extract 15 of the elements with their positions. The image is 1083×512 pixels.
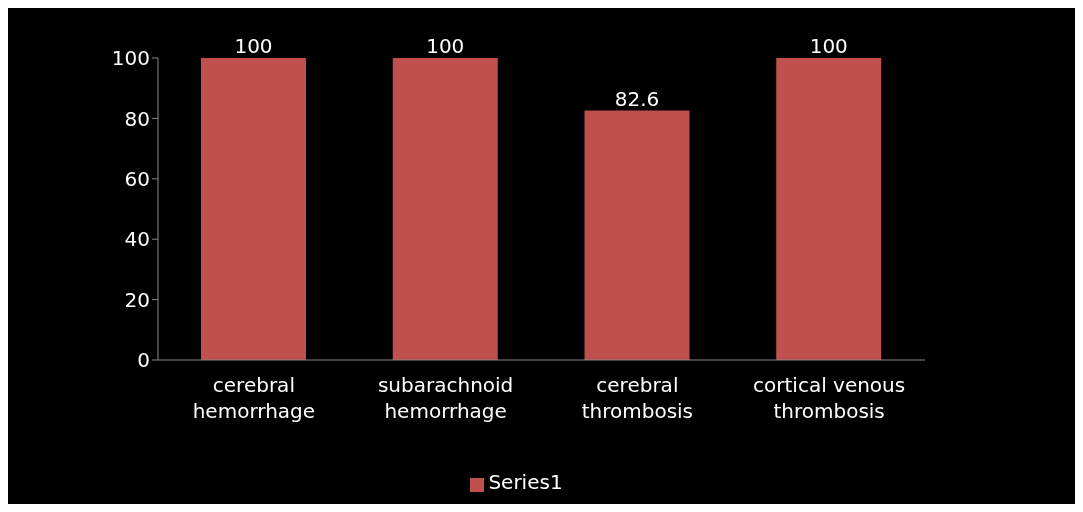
y-tick-label: 60	[124, 166, 150, 191]
data-label: 100	[234, 34, 273, 58]
y-tick-label: 80	[124, 106, 150, 131]
data-label: 100	[426, 34, 465, 58]
x-tick-label: cortical venous thrombosis	[753, 373, 906, 423]
y-tick-label: 100	[111, 46, 150, 71]
x-tick-label: subarachnoid hemorrhage	[377, 373, 514, 423]
y-tick-label: 40	[124, 227, 150, 252]
data-label: 82.6	[614, 86, 660, 111]
x-tick-label: cerebral hemorrhage	[192, 373, 316, 423]
y-tick-label: 20	[124, 287, 150, 312]
legend-label: Series1	[488, 470, 563, 494]
x-tick-label: cerebral thrombosis	[581, 373, 694, 423]
y-tick-label: 0	[137, 348, 150, 373]
data-label: 100	[809, 34, 848, 58]
